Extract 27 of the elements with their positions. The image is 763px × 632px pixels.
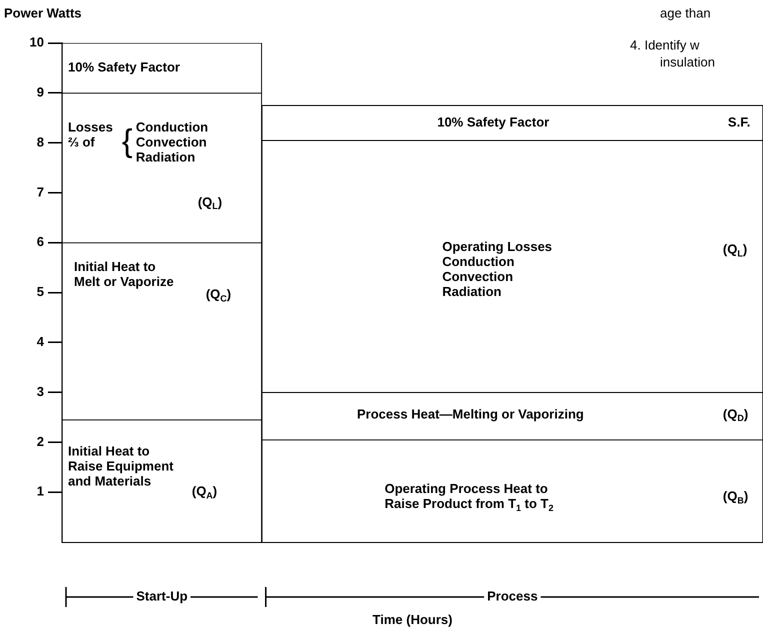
annotation: 4. Identify w: [630, 38, 700, 53]
y-tick-label: 6: [36, 234, 44, 250]
annotation: Operating Losses Conduction Convection Radiation: [442, 239, 552, 300]
annotation: 10% Safety Factor: [437, 114, 550, 130]
y-tick-label: 8: [36, 134, 44, 150]
x-axis-title: Time (Hours): [372, 612, 452, 627]
text: age than: [660, 6, 711, 21]
y-tick-label: 9: [36, 84, 44, 100]
y-tick-label: 5: [36, 284, 44, 300]
y-tick-label: 10: [30, 34, 44, 50]
x-tick-label: Process: [487, 588, 538, 604]
x-tick-label: Start-Up: [136, 588, 188, 604]
y-tick-label: 1: [36, 484, 44, 499]
y-tick-label: 4: [36, 334, 45, 349]
text: Initial Heat to Raise Equipment and Materials: [68, 444, 174, 489]
annotation: S.F.: [728, 114, 750, 130]
y-tick-label: 7: [36, 184, 44, 200]
text: Conduction Convection Radiation: [136, 119, 208, 164]
y-tick-label: 3: [36, 384, 44, 399]
annotation: Process Heat—Melting or Vaporizing: [357, 406, 584, 422]
y-axis-title: Power Watts: [4, 6, 82, 21]
y-tick-label: 2: [36, 434, 44, 449]
text: Initial Heat to Melt or Vaporize: [74, 259, 174, 290]
annotation: insulation: [660, 54, 715, 70]
text: Losses ⅔ of: [68, 119, 113, 150]
text: {: [122, 122, 133, 159]
text: 10% Safety Factor: [68, 60, 180, 75]
